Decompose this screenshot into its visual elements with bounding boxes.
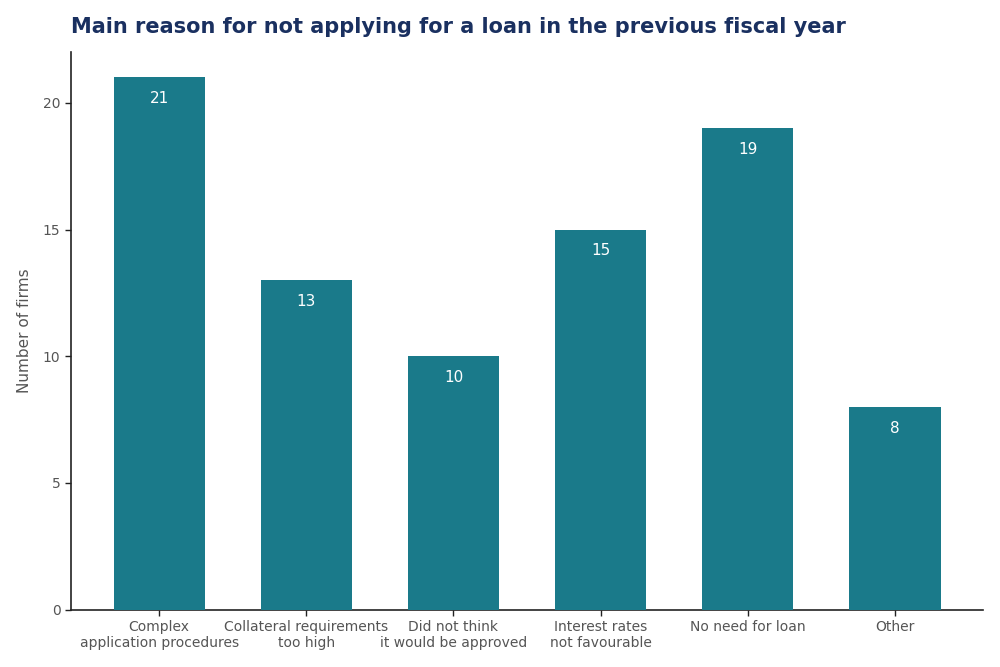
Bar: [114, 77, 205, 610]
Bar: [261, 280, 352, 610]
Text: 21: 21: [150, 91, 169, 107]
Bar: [702, 128, 793, 610]
Text: 8: 8: [890, 421, 900, 436]
Text: 13: 13: [297, 294, 316, 309]
Text: Main reason for not applying for a loan in the previous fiscal year: Main reason for not applying for a loan …: [71, 17, 846, 37]
Text: 10: 10: [444, 370, 463, 386]
Text: 15: 15: [591, 243, 610, 259]
Bar: [555, 229, 646, 610]
Bar: [408, 356, 499, 610]
Bar: [849, 407, 941, 610]
Y-axis label: Number of firms: Number of firms: [17, 269, 32, 394]
Text: 19: 19: [738, 142, 758, 157]
